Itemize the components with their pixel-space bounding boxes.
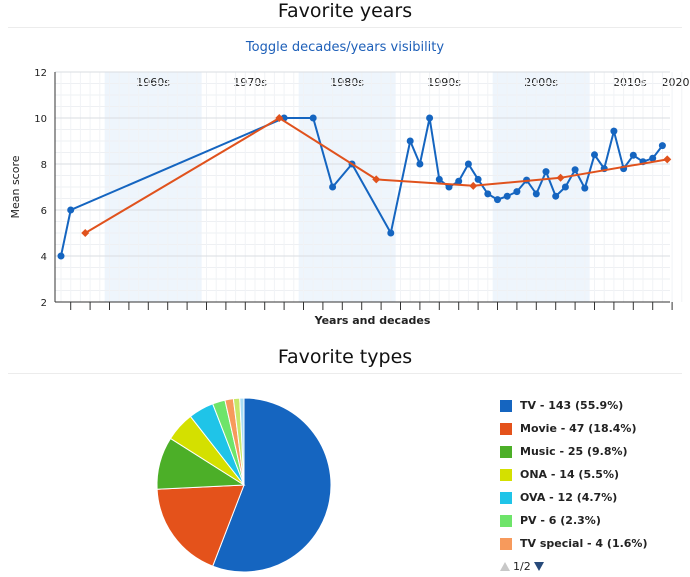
pager-up-icon[interactable] xyxy=(500,562,510,571)
year-point xyxy=(503,192,511,200)
y-tick-label: 6 xyxy=(41,206,47,217)
legend-swatch xyxy=(500,445,512,458)
legend-label: Movie - 47 (18.4%) xyxy=(520,422,637,435)
year-point xyxy=(649,154,657,162)
legend-swatch xyxy=(500,422,512,435)
legend-item[interactable]: PV - 6 (2.3%) xyxy=(500,509,647,532)
year-point xyxy=(629,151,637,159)
pie-slice xyxy=(232,397,245,486)
y-tick-label: 12 xyxy=(34,68,47,79)
pager-down-icon[interactable] xyxy=(533,562,544,571)
year-point xyxy=(474,175,482,183)
year-point xyxy=(513,188,521,196)
divider xyxy=(8,27,682,28)
decade-point xyxy=(469,181,478,190)
pie-slice xyxy=(224,398,245,486)
year-point xyxy=(464,160,472,168)
year-point xyxy=(435,175,443,183)
year-point xyxy=(484,190,492,198)
year-point xyxy=(581,184,589,192)
pie-slice xyxy=(212,397,332,573)
decade-label: 1990s xyxy=(427,76,461,89)
legend-swatch xyxy=(500,537,512,550)
legend-page-indicator: 1/2 xyxy=(513,560,531,573)
legend-swatch xyxy=(500,491,512,504)
decade-point xyxy=(81,229,90,237)
legend-swatch xyxy=(500,468,512,481)
decade-point xyxy=(372,175,381,184)
legend-label: OVA - 12 (4.7%) xyxy=(520,491,618,504)
decade-label: 1980s xyxy=(330,76,364,89)
legend-pager: 1/2 xyxy=(500,560,544,573)
pie-slice xyxy=(189,403,245,486)
legend-item[interactable]: Music - 25 (9.8%) xyxy=(500,440,647,463)
year-point xyxy=(610,127,618,135)
legend-label: ONA - 14 (5.5%) xyxy=(520,468,619,481)
years-line-chart: 1960s 1970s 1980s 1990s 2000s 2010s 2020s 2 4 6 8 1… xyxy=(9,68,690,327)
decade-label: 2020s xyxy=(661,76,690,89)
year-point xyxy=(57,252,65,260)
year-point xyxy=(571,166,579,174)
decades-series-line xyxy=(84,116,668,234)
legend-item[interactable]: TV - 143 (55.9%) xyxy=(500,394,647,417)
year-point xyxy=(542,168,550,176)
y-tick-label: 2 xyxy=(41,298,47,309)
legend-swatch xyxy=(500,399,512,412)
year-point xyxy=(67,206,75,214)
year-point xyxy=(426,114,434,122)
year-point xyxy=(532,190,540,198)
y-tick-label: 10 xyxy=(34,114,47,125)
decade-label: 1970s xyxy=(233,76,267,89)
y-tick-label: 8 xyxy=(41,160,47,171)
legend-label: Music - 25 (9.8%) xyxy=(520,445,628,458)
legend-item[interactable]: OVA - 12 (4.7%) xyxy=(500,486,647,509)
year-point xyxy=(416,160,424,168)
pie-slice xyxy=(156,484,245,567)
pie-slice xyxy=(169,415,245,486)
decade-label: 2000s xyxy=(524,76,558,89)
decade-point xyxy=(556,173,565,182)
decade-label: 1960s xyxy=(136,76,170,89)
year-point xyxy=(406,137,414,145)
legend-label: PV - 6 (2.3%) xyxy=(520,514,601,527)
y-axis-label: Mean score xyxy=(9,155,22,218)
year-point xyxy=(309,114,317,122)
pie-slice xyxy=(239,397,245,486)
legend-item[interactable]: ONA - 14 (5.5%) xyxy=(500,463,647,486)
decade-label: 2010s xyxy=(613,76,647,89)
decade-point xyxy=(275,114,284,122)
legend-label: TV special - 4 (1.6%) xyxy=(520,537,648,550)
legend-item[interactable]: Movie - 47 (18.4%) xyxy=(500,417,647,440)
legend-item[interactable]: TV special - 4 (1.6%) xyxy=(500,532,647,555)
favorite-years-title: Favorite years xyxy=(277,0,413,22)
year-point xyxy=(591,151,598,159)
decade-point xyxy=(663,155,672,164)
years-series-line xyxy=(60,117,664,257)
pie-slice xyxy=(156,437,246,490)
year-point xyxy=(455,177,463,185)
year-point xyxy=(387,229,395,237)
types-legend: TV - 143 (55.9%) Movie - 47 (18.4%) Music … xyxy=(500,394,647,555)
toggle-decades-years-link[interactable]: Toggle decades/years visibility xyxy=(245,40,445,55)
year-point xyxy=(494,196,501,204)
year-point xyxy=(552,192,560,200)
year-point xyxy=(561,183,569,191)
x-axis-label: Years and decades xyxy=(314,314,431,327)
pie-slice xyxy=(212,399,245,486)
legend-swatch xyxy=(500,514,512,527)
y-tick-label: 4 xyxy=(41,252,47,263)
year-point xyxy=(658,142,666,150)
year-point xyxy=(329,183,337,191)
legend-label: TV - 143 (55.9%) xyxy=(520,399,624,412)
favorite-types-title: Favorite types xyxy=(277,346,413,368)
divider xyxy=(8,373,682,374)
